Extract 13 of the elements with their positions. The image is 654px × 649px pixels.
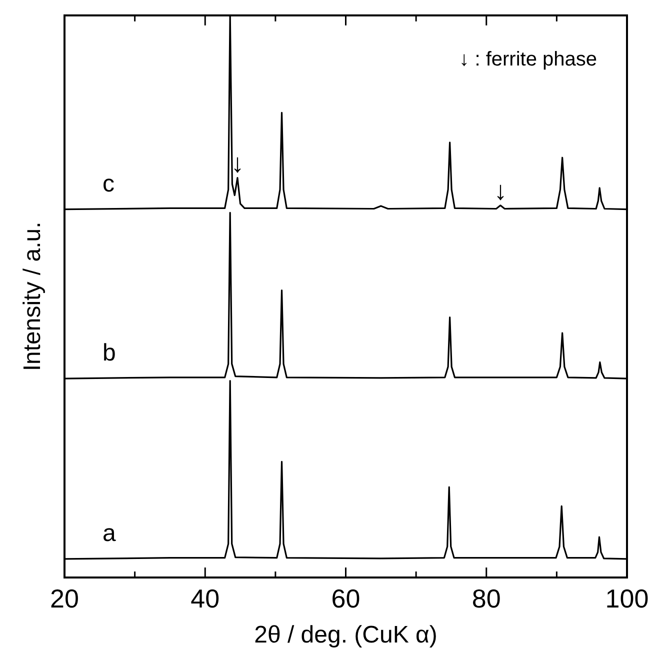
x-axis-title: 2θ / deg. (CuK α) bbox=[254, 622, 438, 648]
x-tick-label: 60 bbox=[331, 584, 360, 614]
y-axis-title: Intensity / a.u. bbox=[19, 222, 46, 372]
x-tick-label: 40 bbox=[190, 584, 220, 614]
series-label: b bbox=[102, 340, 116, 367]
series-label: a bbox=[102, 520, 116, 547]
x-tick-label: 100 bbox=[605, 584, 649, 614]
series-label: c bbox=[102, 170, 114, 198]
annotation: ↓ : ferrite phase bbox=[459, 48, 597, 70]
annotation: ↓ bbox=[230, 148, 244, 178]
x-tick-label: 20 bbox=[50, 584, 79, 614]
annotation: ↓ bbox=[494, 175, 507, 206]
x-tick-label: 80 bbox=[472, 584, 501, 614]
